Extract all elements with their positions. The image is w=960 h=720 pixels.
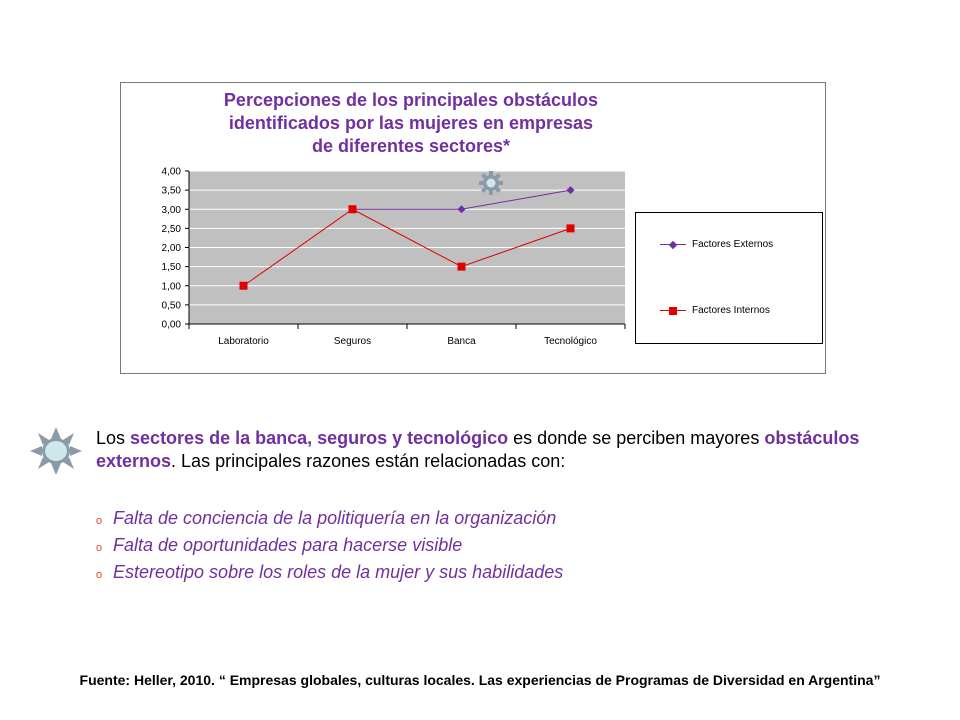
- legend-swatch-internos: [660, 306, 686, 316]
- data-point-internos: [457, 262, 466, 271]
- chart-title: Percepciones de los principales obstácul…: [223, 90, 599, 156]
- data-point-internos: [348, 205, 357, 214]
- legend-label-externos: Factores Externos: [692, 239, 774, 250]
- data-point-externos: [457, 205, 466, 214]
- y-tick-label: 3,50: [162, 186, 182, 197]
- y-tick-label: 0,50: [162, 300, 182, 311]
- list-item: o Falta de oportunidades para hacerse vi…: [96, 533, 563, 560]
- bullet-marker: o: [96, 569, 103, 581]
- list-item: o Falta de conciencia de la politiquería…: [96, 506, 563, 533]
- paragraph-text-3: . Las principales razones están relacion…: [171, 451, 566, 471]
- data-point-internos: [566, 224, 575, 233]
- reasons-list: o Falta de conciencia de la politiquería…: [96, 506, 563, 587]
- data-point-externos: [566, 186, 575, 195]
- x-tick-label: Seguros: [334, 336, 371, 347]
- x-tick-label: Banca: [447, 336, 476, 347]
- sun-icon: [30, 427, 82, 475]
- bullet-marker: o: [96, 515, 103, 527]
- gear-icon: [479, 171, 503, 195]
- legend-item-internos: Factores Internos: [660, 305, 770, 316]
- legend-label-internos: Factores Internos: [692, 305, 770, 316]
- y-tick-label: 1,50: [162, 262, 182, 273]
- chart-frame: Percepciones de los principales obstácul…: [120, 82, 826, 374]
- y-tick-label: 3,00: [162, 205, 182, 216]
- series-line-internos: [243, 208, 571, 287]
- legend-item-externos: Factores Externos: [660, 239, 773, 250]
- y-tick-label: 0,00: [162, 320, 182, 331]
- list-item-text: Falta de oportunidades para hacerse visi…: [113, 535, 463, 555]
- x-tick-label: Tecnológico: [544, 336, 597, 347]
- paragraph-text-2: es donde se perciben mayores: [508, 428, 765, 448]
- highlight-sectores: sectores de la banca, seguros y tecnológ…: [130, 428, 509, 448]
- data-point-internos: [239, 281, 248, 290]
- y-tick-label: 4,00: [162, 167, 182, 178]
- y-tick-label: 2,50: [162, 224, 182, 235]
- summary-paragraph: Los sectores de la banca, seguros y tecn…: [96, 427, 896, 473]
- list-item-text: Estereotipo sobre los roles de la mujer …: [113, 562, 564, 582]
- x-tick-label: Laboratorio: [218, 336, 269, 347]
- source-citation: Fuente: Heller, 2010. “ Empresas globale…: [79, 672, 881, 688]
- list-item: o Estereotipo sobre los roles de la muje…: [96, 560, 563, 587]
- chart-legend: Factores Externos Factores Internos: [635, 212, 823, 344]
- y-tick-label: 2,00: [162, 243, 182, 254]
- bullet-marker: o: [96, 542, 103, 554]
- chart-plot: 0,00 0,50 1,00 1,50 2,00 2,50 3,00 3,50 4,00 Labo…: [162, 167, 626, 347]
- list-item-text: Falta de conciencia de la politiquería e…: [113, 508, 557, 528]
- highlight-obstaculos: obstáculos externos: [96, 428, 860, 471]
- legend-swatch-externos: [660, 240, 686, 250]
- y-tick-label: 1,00: [162, 281, 182, 292]
- paragraph-text-1: Los: [96, 428, 131, 448]
